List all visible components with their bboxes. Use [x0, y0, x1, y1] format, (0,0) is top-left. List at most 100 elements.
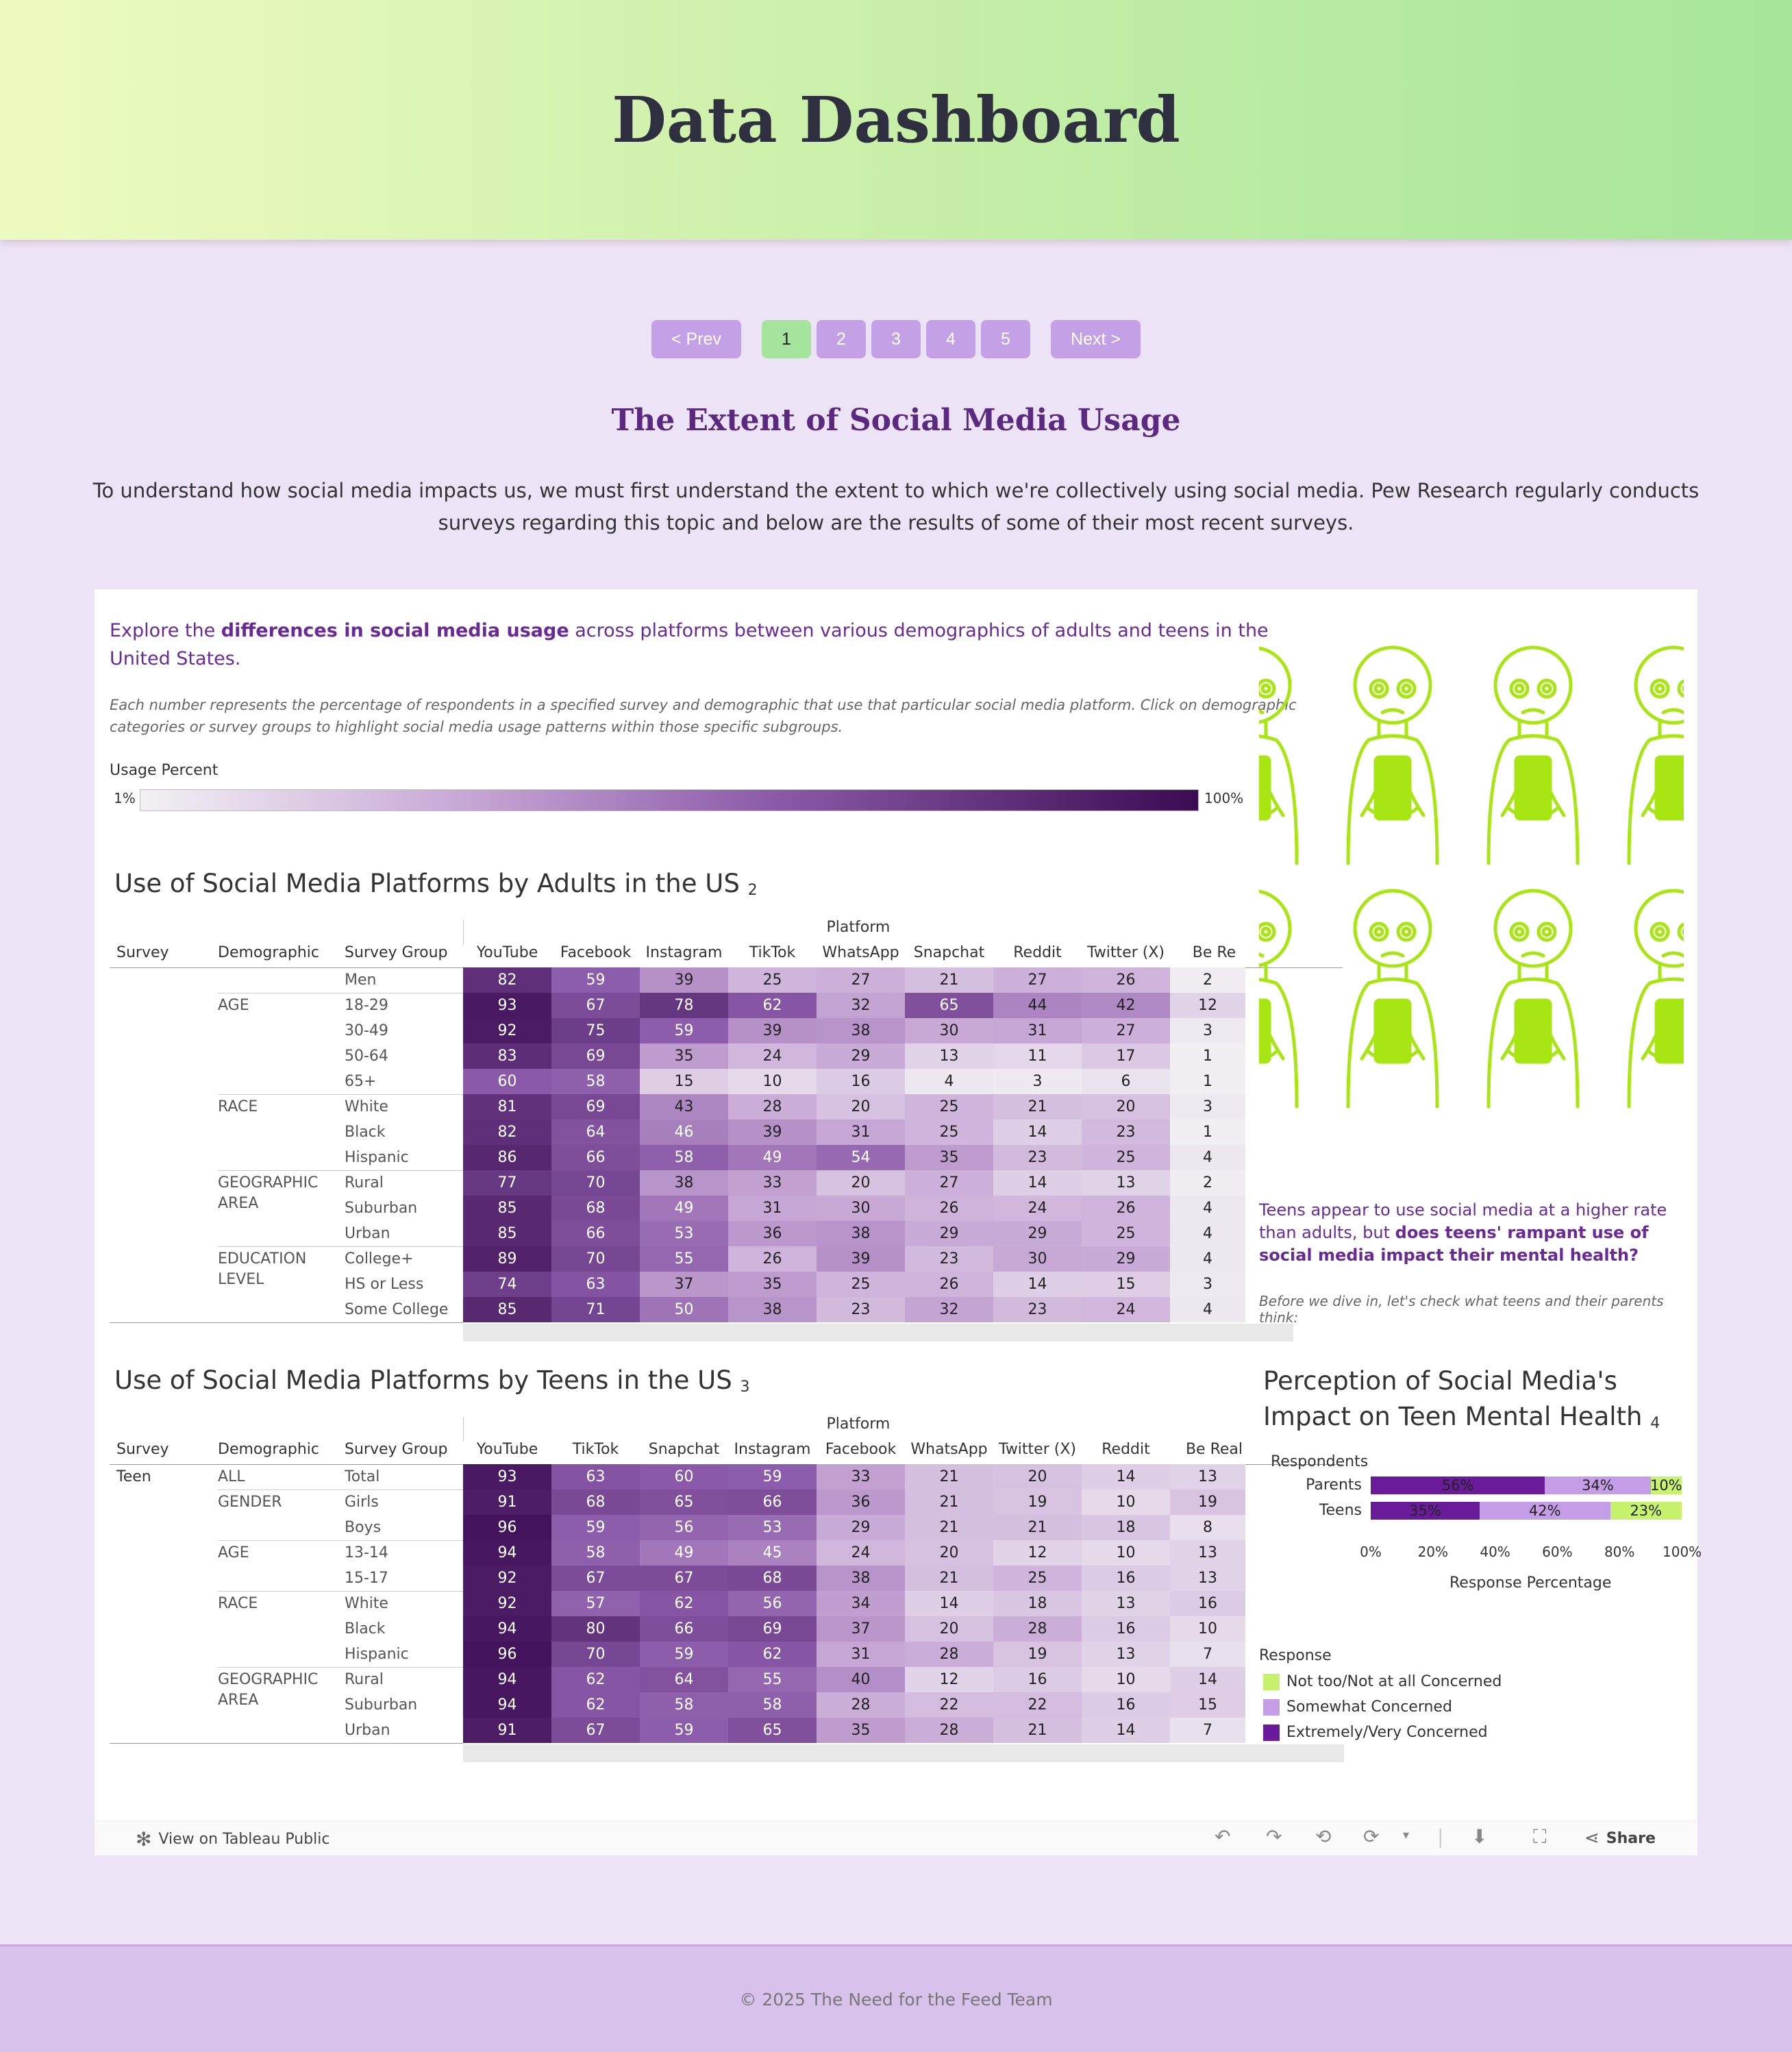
heatmap-cell[interactable]: 2 — [1170, 967, 1245, 993]
demographic-category[interactable]: AGE — [218, 1544, 249, 1561]
heatmap-cell[interactable]: 55 — [640, 1246, 728, 1272]
perception-bar-segment[interactable]: 10% — [1650, 1476, 1682, 1494]
heatmap-cell[interactable]: 25 — [817, 1272, 905, 1297]
heatmap-cell[interactable]: 92 — [463, 1591, 551, 1616]
heatmap-cell[interactable]: 1 — [1170, 1069, 1245, 1094]
heatmap-cell[interactable]: 26 — [905, 1196, 993, 1221]
heatmap-cell[interactable]: 86 — [463, 1145, 551, 1170]
heatmap-cell[interactable]: 33 — [728, 1170, 817, 1196]
heatmap-cell[interactable]: 36 — [817, 1489, 905, 1515]
heatmap-cell[interactable]: 56 — [728, 1591, 817, 1616]
survey-group-label[interactable]: 13-14 — [345, 1544, 388, 1561]
platform-column-header[interactable]: WhatsApp — [822, 944, 899, 961]
heatmap-cell[interactable]: 28 — [817, 1692, 905, 1718]
heatmap-cell[interactable]: 35 — [905, 1145, 993, 1170]
heatmap-cell[interactable]: 71 — [551, 1297, 640, 1322]
perception-bar-segment[interactable]: 56% — [1371, 1476, 1545, 1494]
heatmap-cell[interactable]: 20 — [1082, 1094, 1170, 1120]
heatmap-cell[interactable]: 31 — [728, 1196, 817, 1221]
heatmap-cell[interactable]: 83 — [463, 1043, 551, 1069]
heatmap-cell[interactable]: 55 — [728, 1667, 817, 1692]
heatmap-cell[interactable]: 59 — [728, 1464, 817, 1489]
heatmap-cell[interactable]: 34 — [817, 1591, 905, 1616]
heatmap-cell[interactable]: 26 — [1082, 1196, 1170, 1221]
heatmap-cell[interactable]: 38 — [817, 1018, 905, 1043]
heatmap-cell[interactable]: 4 — [1170, 1221, 1245, 1246]
heatmap-cell[interactable]: 18 — [1082, 1515, 1170, 1540]
platform-column-header[interactable]: Be Re — [1192, 944, 1236, 961]
heatmap-cell[interactable]: 50 — [640, 1297, 728, 1322]
heatmap-cell[interactable]: 58 — [551, 1069, 640, 1094]
horizontal-scrollbar[interactable] — [463, 1324, 1293, 1342]
heatmap-cell[interactable]: 96 — [463, 1515, 551, 1540]
heatmap-cell[interactable]: 24 — [993, 1196, 1082, 1221]
demographic-category[interactable]: EDUCATION LEVEL — [218, 1250, 307, 1288]
page-5-button[interactable]: 5 — [981, 320, 1030, 358]
heatmap-cell[interactable]: 16 — [817, 1069, 905, 1094]
heatmap-cell[interactable]: 26 — [728, 1246, 817, 1272]
heatmap-cell[interactable]: 68 — [728, 1566, 817, 1591]
survey-group-label[interactable]: Men — [345, 972, 377, 989]
platform-column-header[interactable]: TikTok — [749, 944, 796, 961]
revert-icon[interactable]: ⟲ — [1315, 1825, 1332, 1848]
heatmap-cell[interactable]: 4 — [1170, 1297, 1245, 1322]
survey-group-label[interactable]: 18-29 — [345, 997, 388, 1014]
heatmap-cell[interactable]: 4 — [1170, 1145, 1245, 1170]
heatmap-cell[interactable]: 21 — [905, 1515, 993, 1540]
heatmap-cell[interactable]: 16 — [1082, 1692, 1170, 1718]
heatmap-cell[interactable]: 39 — [817, 1246, 905, 1272]
heatmap-cell[interactable]: 18 — [993, 1591, 1082, 1616]
survey-group-label[interactable]: Rural — [345, 1174, 384, 1191]
heatmap-cell[interactable]: 29 — [905, 1221, 993, 1246]
heatmap-cell[interactable]: 29 — [817, 1043, 905, 1069]
heatmap-cell[interactable]: 42 — [1082, 993, 1170, 1018]
survey-group-label[interactable]: HS or Less — [345, 1276, 424, 1293]
heatmap-cell[interactable]: 65 — [728, 1718, 817, 1743]
heatmap-cell[interactable]: 45 — [728, 1540, 817, 1566]
heatmap-cell[interactable]: 93 — [463, 1464, 551, 1489]
heatmap-cell[interactable]: 53 — [640, 1221, 728, 1246]
heatmap-cell[interactable]: 38 — [640, 1170, 728, 1196]
heatmap-cell[interactable]: 14 — [993, 1170, 1082, 1196]
heatmap-cell[interactable]: 59 — [551, 967, 640, 993]
heatmap-cell[interactable]: 29 — [1082, 1246, 1170, 1272]
heatmap-cell[interactable]: 20 — [905, 1616, 993, 1642]
heatmap-cell[interactable]: 19 — [1170, 1489, 1245, 1515]
heatmap-cell[interactable]: 80 — [551, 1616, 640, 1642]
survey-header[interactable]: Survey — [116, 1441, 169, 1458]
heatmap-cell[interactable]: 35 — [817, 1718, 905, 1743]
heatmap-cell[interactable]: 62 — [728, 993, 817, 1018]
demographic-category[interactable]: RACE — [218, 1595, 258, 1612]
heatmap-cell[interactable]: 59 — [640, 1718, 728, 1743]
heatmap-cell[interactable]: 14 — [1082, 1464, 1170, 1489]
heatmap-cell[interactable]: 13 — [1082, 1642, 1170, 1667]
heatmap-cell[interactable]: 67 — [551, 1566, 640, 1591]
heatmap-cell[interactable]: 64 — [551, 1120, 640, 1145]
heatmap-cell[interactable]: 20 — [905, 1540, 993, 1566]
heatmap-cell[interactable]: 39 — [728, 1018, 817, 1043]
heatmap-cell[interactable]: 21 — [905, 1566, 993, 1591]
heatmap-cell[interactable]: 12 — [905, 1667, 993, 1692]
legend-label[interactable]: Extremely/Very Concerned — [1286, 1724, 1488, 1741]
heatmap-cell[interactable]: 13 — [1170, 1540, 1245, 1566]
heatmap-cell[interactable]: 14 — [993, 1272, 1082, 1297]
heatmap-cell[interactable]: 1 — [1170, 1120, 1245, 1145]
heatmap-cell[interactable]: 28 — [905, 1718, 993, 1743]
heatmap-cell[interactable]: 58 — [640, 1145, 728, 1170]
prev-button[interactable]: < Prev — [651, 320, 741, 358]
heatmap-cell[interactable]: 94 — [463, 1692, 551, 1718]
heatmap-cell[interactable]: 2 — [1170, 1170, 1245, 1196]
heatmap-cell[interactable]: 65 — [905, 993, 993, 1018]
legend-swatch[interactable] — [1263, 1674, 1280, 1690]
heatmap-cell[interactable]: 4 — [1170, 1196, 1245, 1221]
platform-column-header[interactable]: Twitter (X) — [999, 1441, 1076, 1458]
survey-group-label[interactable]: 15-17 — [345, 1570, 388, 1587]
heatmap-cell[interactable]: 49 — [728, 1145, 817, 1170]
perception-bar-segment[interactable]: 35% — [1371, 1502, 1480, 1520]
demographic-category[interactable]: ALL — [218, 1468, 245, 1485]
heatmap-cell[interactable]: 25 — [905, 1094, 993, 1120]
survey-group-label[interactable]: Boys — [345, 1519, 382, 1536]
heatmap-cell[interactable]: 35 — [728, 1272, 817, 1297]
survey-group-header[interactable]: Survey Group — [345, 1441, 448, 1458]
heatmap-cell[interactable]: 54 — [817, 1145, 905, 1170]
